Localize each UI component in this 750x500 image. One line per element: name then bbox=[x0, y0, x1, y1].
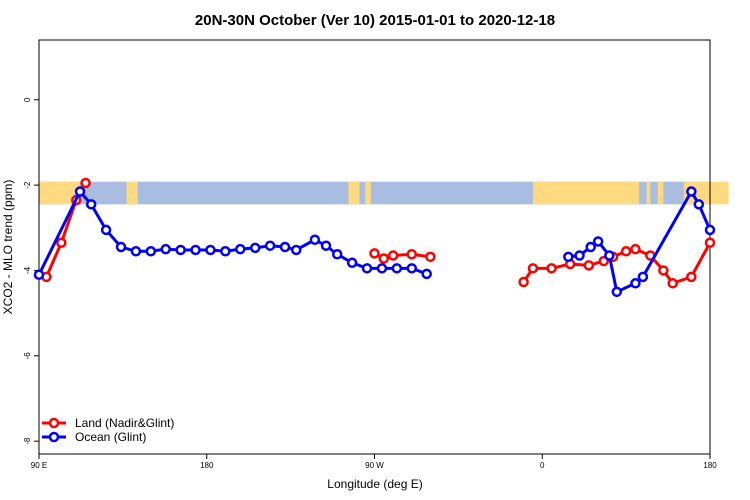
land-point bbox=[658, 265, 669, 276]
ocean-point bbox=[100, 224, 112, 236]
ocean-point bbox=[205, 244, 216, 256]
ocean-series bbox=[33, 186, 716, 298]
x-tick-label: 90 W bbox=[365, 461, 384, 470]
ocean-point bbox=[611, 286, 623, 298]
band-land-patch bbox=[657, 181, 664, 205]
ocean-point bbox=[585, 241, 596, 253]
ocean-point bbox=[574, 250, 585, 261]
y-tick-label: -4 bbox=[23, 266, 32, 274]
ocean-point bbox=[175, 244, 186, 256]
legend-land-label: Land (Nadir&Glint) bbox=[75, 416, 174, 430]
x-axis: 90 E 180 90 W 0 180 bbox=[31, 454, 717, 470]
y-tick-label: -8 bbox=[23, 437, 32, 445]
series-group bbox=[33, 177, 716, 298]
legend: Land (Nadir&Glint) Ocean (Glint) bbox=[42, 416, 174, 444]
land-point bbox=[620, 246, 632, 257]
ocean-point bbox=[85, 199, 97, 210]
ocean-point bbox=[563, 251, 574, 263]
legend-ocean-marker bbox=[48, 431, 60, 443]
legend-land-marker bbox=[48, 417, 60, 429]
land-point bbox=[686, 271, 697, 283]
ocean-point bbox=[33, 269, 45, 280]
land-point bbox=[583, 260, 595, 271]
band-land-patch bbox=[348, 181, 360, 205]
land-point bbox=[80, 177, 91, 189]
ocean-point bbox=[686, 186, 697, 197]
land-point bbox=[630, 243, 641, 255]
land-point bbox=[406, 249, 418, 260]
ocean-point bbox=[361, 263, 373, 274]
land-point bbox=[425, 251, 436, 263]
band-land-patch bbox=[39, 181, 81, 205]
x-axis-label: Longitude (deg E) bbox=[327, 477, 422, 491]
ocean-point bbox=[249, 242, 261, 254]
band-land-patch bbox=[646, 181, 651, 205]
ocean-point bbox=[406, 263, 418, 274]
y-axis-label: XCO2 - MLO trend (ppm) bbox=[1, 180, 15, 315]
land-point bbox=[667, 278, 678, 289]
ocean-point bbox=[693, 199, 705, 210]
x-tick-label: 180 bbox=[703, 461, 717, 470]
map-band bbox=[39, 181, 729, 205]
ocean-point bbox=[376, 263, 388, 274]
legend-ocean-label: Ocean (Glint) bbox=[75, 430, 146, 444]
ocean-point bbox=[130, 246, 142, 257]
ocean-point bbox=[637, 271, 649, 283]
plot-frame bbox=[38, 39, 711, 455]
land-point bbox=[369, 248, 380, 259]
ocean-point bbox=[190, 244, 201, 256]
ocean-point bbox=[320, 240, 332, 251]
ocean-point bbox=[115, 241, 127, 253]
plot-area: 90 E 180 90 W 0 180 0 -2 -4 -6 -8 bbox=[23, 39, 729, 470]
x-tick-label: 180 bbox=[200, 461, 214, 470]
land-point bbox=[546, 263, 557, 274]
band-land-patch bbox=[365, 181, 371, 205]
ocean-point bbox=[145, 246, 157, 257]
land-point bbox=[378, 253, 390, 264]
ocean-point bbox=[704, 224, 716, 236]
y-tick-label: -6 bbox=[23, 352, 32, 360]
band-land-patch bbox=[532, 181, 640, 205]
ocean-point bbox=[279, 241, 291, 253]
land-point bbox=[56, 237, 67, 248]
chart-title: 20N-30N October (Ver 10) 2015-01-01 to 2… bbox=[195, 12, 555, 29]
ocean-point bbox=[74, 186, 86, 197]
ocean-point bbox=[391, 263, 403, 274]
x-tick-label: 90 E bbox=[31, 461, 47, 470]
ocean-point bbox=[235, 243, 246, 255]
ocean-point bbox=[592, 236, 604, 247]
ocean-point bbox=[309, 234, 321, 245]
x-tick-label: 0 bbox=[540, 461, 545, 470]
ocean-point bbox=[331, 249, 343, 260]
band-land-patch bbox=[126, 181, 138, 205]
land-point bbox=[527, 263, 539, 274]
land-point bbox=[518, 276, 529, 288]
ocean-point bbox=[220, 246, 231, 257]
ocean-point bbox=[630, 278, 641, 289]
ocean-point bbox=[160, 243, 171, 255]
y-tick-label: -2 bbox=[23, 181, 32, 189]
land-line bbox=[522, 242, 712, 286]
ocean-point bbox=[421, 268, 432, 280]
y-tick-label: 0 bbox=[23, 97, 32, 102]
land-point bbox=[387, 250, 399, 261]
ocean-point bbox=[604, 250, 615, 261]
ocean-point bbox=[264, 240, 276, 251]
land-point bbox=[704, 237, 716, 248]
ocean-point bbox=[346, 257, 358, 269]
ocean-point bbox=[290, 244, 302, 256]
